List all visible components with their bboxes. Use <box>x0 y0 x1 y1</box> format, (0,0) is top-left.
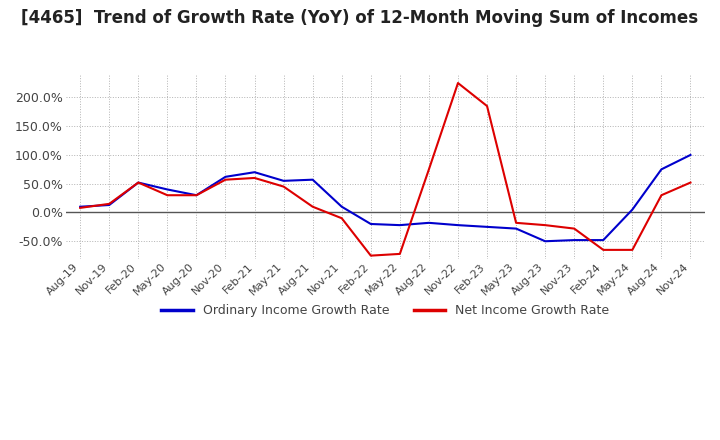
Ordinary Income Growth Rate <box>686 152 695 158</box>
Ordinary Income Growth Rate <box>134 180 143 185</box>
Legend: Ordinary Income Growth Rate, Net Income Growth Rate: Ordinary Income Growth Rate, Net Income … <box>156 299 614 322</box>
Net Income Growth Rate <box>686 180 695 185</box>
Net Income Growth Rate <box>395 251 404 257</box>
Ordinary Income Growth Rate <box>308 177 317 182</box>
Net Income Growth Rate <box>570 226 579 231</box>
Ordinary Income Growth Rate <box>657 167 666 172</box>
Net Income Growth Rate <box>221 177 230 182</box>
Ordinary Income Growth Rate <box>570 238 579 243</box>
Net Income Growth Rate <box>366 253 375 258</box>
Ordinary Income Growth Rate <box>599 238 608 243</box>
Ordinary Income Growth Rate <box>279 178 288 183</box>
Net Income Growth Rate <box>512 220 521 225</box>
Net Income Growth Rate <box>105 201 114 206</box>
Net Income Growth Rate <box>541 223 549 228</box>
Ordinary Income Growth Rate <box>628 207 636 212</box>
Net Income Growth Rate <box>308 204 317 209</box>
Net Income Growth Rate <box>425 167 433 172</box>
Ordinary Income Growth Rate <box>105 202 114 208</box>
Net Income Growth Rate <box>482 103 491 109</box>
Net Income Growth Rate <box>454 81 462 86</box>
Net Income Growth Rate <box>279 184 288 189</box>
Ordinary Income Growth Rate <box>221 174 230 180</box>
Line: Ordinary Income Growth Rate: Ordinary Income Growth Rate <box>80 155 690 241</box>
Ordinary Income Growth Rate <box>454 223 462 228</box>
Net Income Growth Rate <box>76 205 84 210</box>
Ordinary Income Growth Rate <box>192 193 201 198</box>
Ordinary Income Growth Rate <box>512 226 521 231</box>
Ordinary Income Growth Rate <box>395 223 404 228</box>
Ordinary Income Growth Rate <box>482 224 491 230</box>
Ordinary Income Growth Rate <box>366 221 375 227</box>
Net Income Growth Rate <box>192 193 201 198</box>
Ordinary Income Growth Rate <box>338 204 346 209</box>
Ordinary Income Growth Rate <box>163 187 171 192</box>
Line: Net Income Growth Rate: Net Income Growth Rate <box>80 83 690 256</box>
Ordinary Income Growth Rate <box>76 204 84 209</box>
Net Income Growth Rate <box>134 180 143 185</box>
Ordinary Income Growth Rate <box>541 238 549 244</box>
Net Income Growth Rate <box>628 247 636 253</box>
Net Income Growth Rate <box>163 193 171 198</box>
Net Income Growth Rate <box>657 193 666 198</box>
Text: [4465]  Trend of Growth Rate (YoY) of 12-Month Moving Sum of Incomes: [4465] Trend of Growth Rate (YoY) of 12-… <box>22 9 698 27</box>
Net Income Growth Rate <box>599 247 608 253</box>
Net Income Growth Rate <box>251 175 259 180</box>
Ordinary Income Growth Rate <box>251 169 259 175</box>
Ordinary Income Growth Rate <box>425 220 433 225</box>
Net Income Growth Rate <box>338 216 346 221</box>
